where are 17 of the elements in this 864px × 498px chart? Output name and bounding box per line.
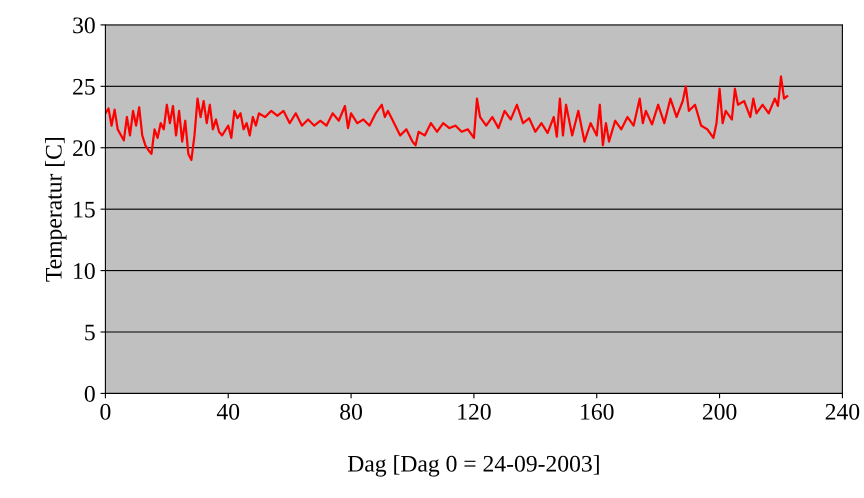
- x-tick-label: 40: [216, 404, 240, 420]
- y-tick-label: 25: [73, 78, 95, 95]
- y-tick-label: 15: [74, 202, 95, 218]
- x-tick-label: 160: [581, 404, 614, 420]
- line-series: [105, 75, 788, 162]
- y-axis-title: Temperatur [C]: [45, 138, 67, 282]
- x-tick-label: 120: [458, 404, 491, 420]
- y-tick-label: 30: [73, 17, 95, 34]
- x-tick-label: 240: [826, 404, 860, 420]
- y-tick-label: 5: [85, 324, 95, 340]
- x-tick-label: 200: [702, 404, 736, 420]
- x-tick-label: 80: [340, 404, 362, 420]
- y-tick-label: 20: [73, 140, 95, 156]
- x-axis-title: Dag [Dag 0 = 24-09-2003]: [348, 455, 599, 477]
- y-tick-label: 10: [74, 263, 95, 280]
- y-tick-label: 0: [84, 386, 95, 402]
- x-tick-label: 0: [100, 404, 110, 420]
